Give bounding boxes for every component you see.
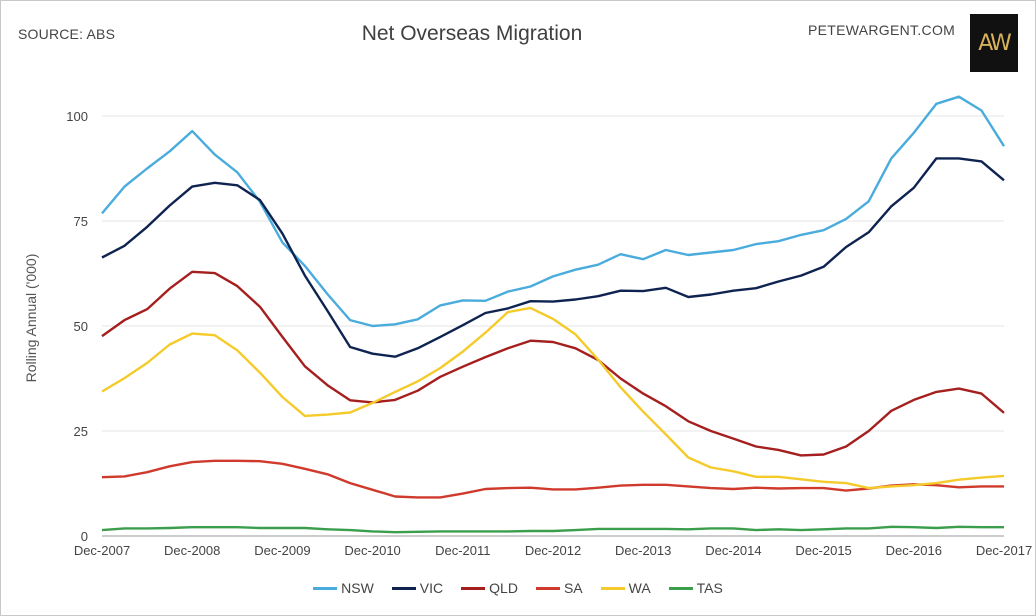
x-tick-label: Dec-2013 [615, 543, 671, 558]
series-line-tas [101, 525, 1004, 534]
y-tick-label: 75 [74, 214, 88, 229]
x-axis-ticks: Dec-2007 Dec-2008 Dec-2009 Dec-2010 Dec-2011… [74, 543, 1032, 558]
legend-label: QLD [489, 580, 518, 596]
series-lines [101, 95, 1006, 534]
x-tick-label: Dec-2009 [254, 543, 310, 558]
y-axis-ticks: 0 25 50 75 100 [66, 109, 88, 544]
legend-label: WA [628, 580, 651, 596]
series-line-qld [101, 270, 1005, 457]
x-tick-label: Dec-2016 [886, 543, 942, 558]
legend-label: VIC [419, 580, 444, 596]
legend-swatch [535, 586, 560, 590]
y-tick-label: 100 [66, 109, 88, 124]
legend-swatch [461, 586, 486, 590]
y-tick-label: 25 [74, 424, 88, 439]
x-tick-label: Dec-2014 [705, 543, 761, 558]
legend-swatch [391, 586, 416, 590]
legend-item-wa[interactable]: WA [600, 580, 651, 596]
chart-title: Net Overseas Migration [361, 22, 583, 45]
chart-legend: NSW VIC QLD SA WA TAS [0, 580, 1036, 596]
legend-item-sa[interactable]: SA [535, 580, 583, 596]
legend-item-nsw[interactable]: NSW [313, 580, 374, 596]
legend-label: TAS [696, 580, 723, 596]
x-tick-label: Dec-2017 [976, 543, 1032, 558]
legend-item-tas[interactable]: TAS [668, 580, 723, 596]
legend-swatch [313, 586, 338, 590]
x-tick-label: Dec-2015 [795, 543, 851, 558]
series-line-sa [101, 459, 1004, 499]
y-axis-label: Rolling Annual ('000) [23, 254, 39, 383]
series-line-vic [101, 157, 1005, 358]
legend-label: NSW [341, 580, 374, 596]
website-label: PETEWARGENT.COM [808, 22, 956, 38]
aw-logo: AW [970, 14, 1018, 72]
legend-swatch [668, 586, 693, 590]
source-label: SOURCE: ABS [18, 26, 116, 42]
x-tick-label: Dec-2007 [74, 543, 130, 558]
legend-swatch [600, 586, 625, 590]
x-tick-label: Dec-2012 [525, 543, 581, 558]
x-tick-label: Dec-2010 [344, 543, 400, 558]
series-line-wa [101, 306, 1005, 490]
series-line-nsw [101, 95, 1006, 328]
y-tick-label: 0 [81, 529, 88, 544]
gridlines [102, 115, 1004, 537]
legend-item-qld[interactable]: QLD [461, 580, 518, 596]
x-tick-label: Dec-2011 [435, 543, 490, 558]
legend-item-vic[interactable]: VIC [391, 580, 444, 596]
x-tick-label: Dec-2008 [164, 543, 220, 558]
legend-label: SA [563, 580, 583, 596]
y-tick-label: 50 [74, 319, 88, 334]
